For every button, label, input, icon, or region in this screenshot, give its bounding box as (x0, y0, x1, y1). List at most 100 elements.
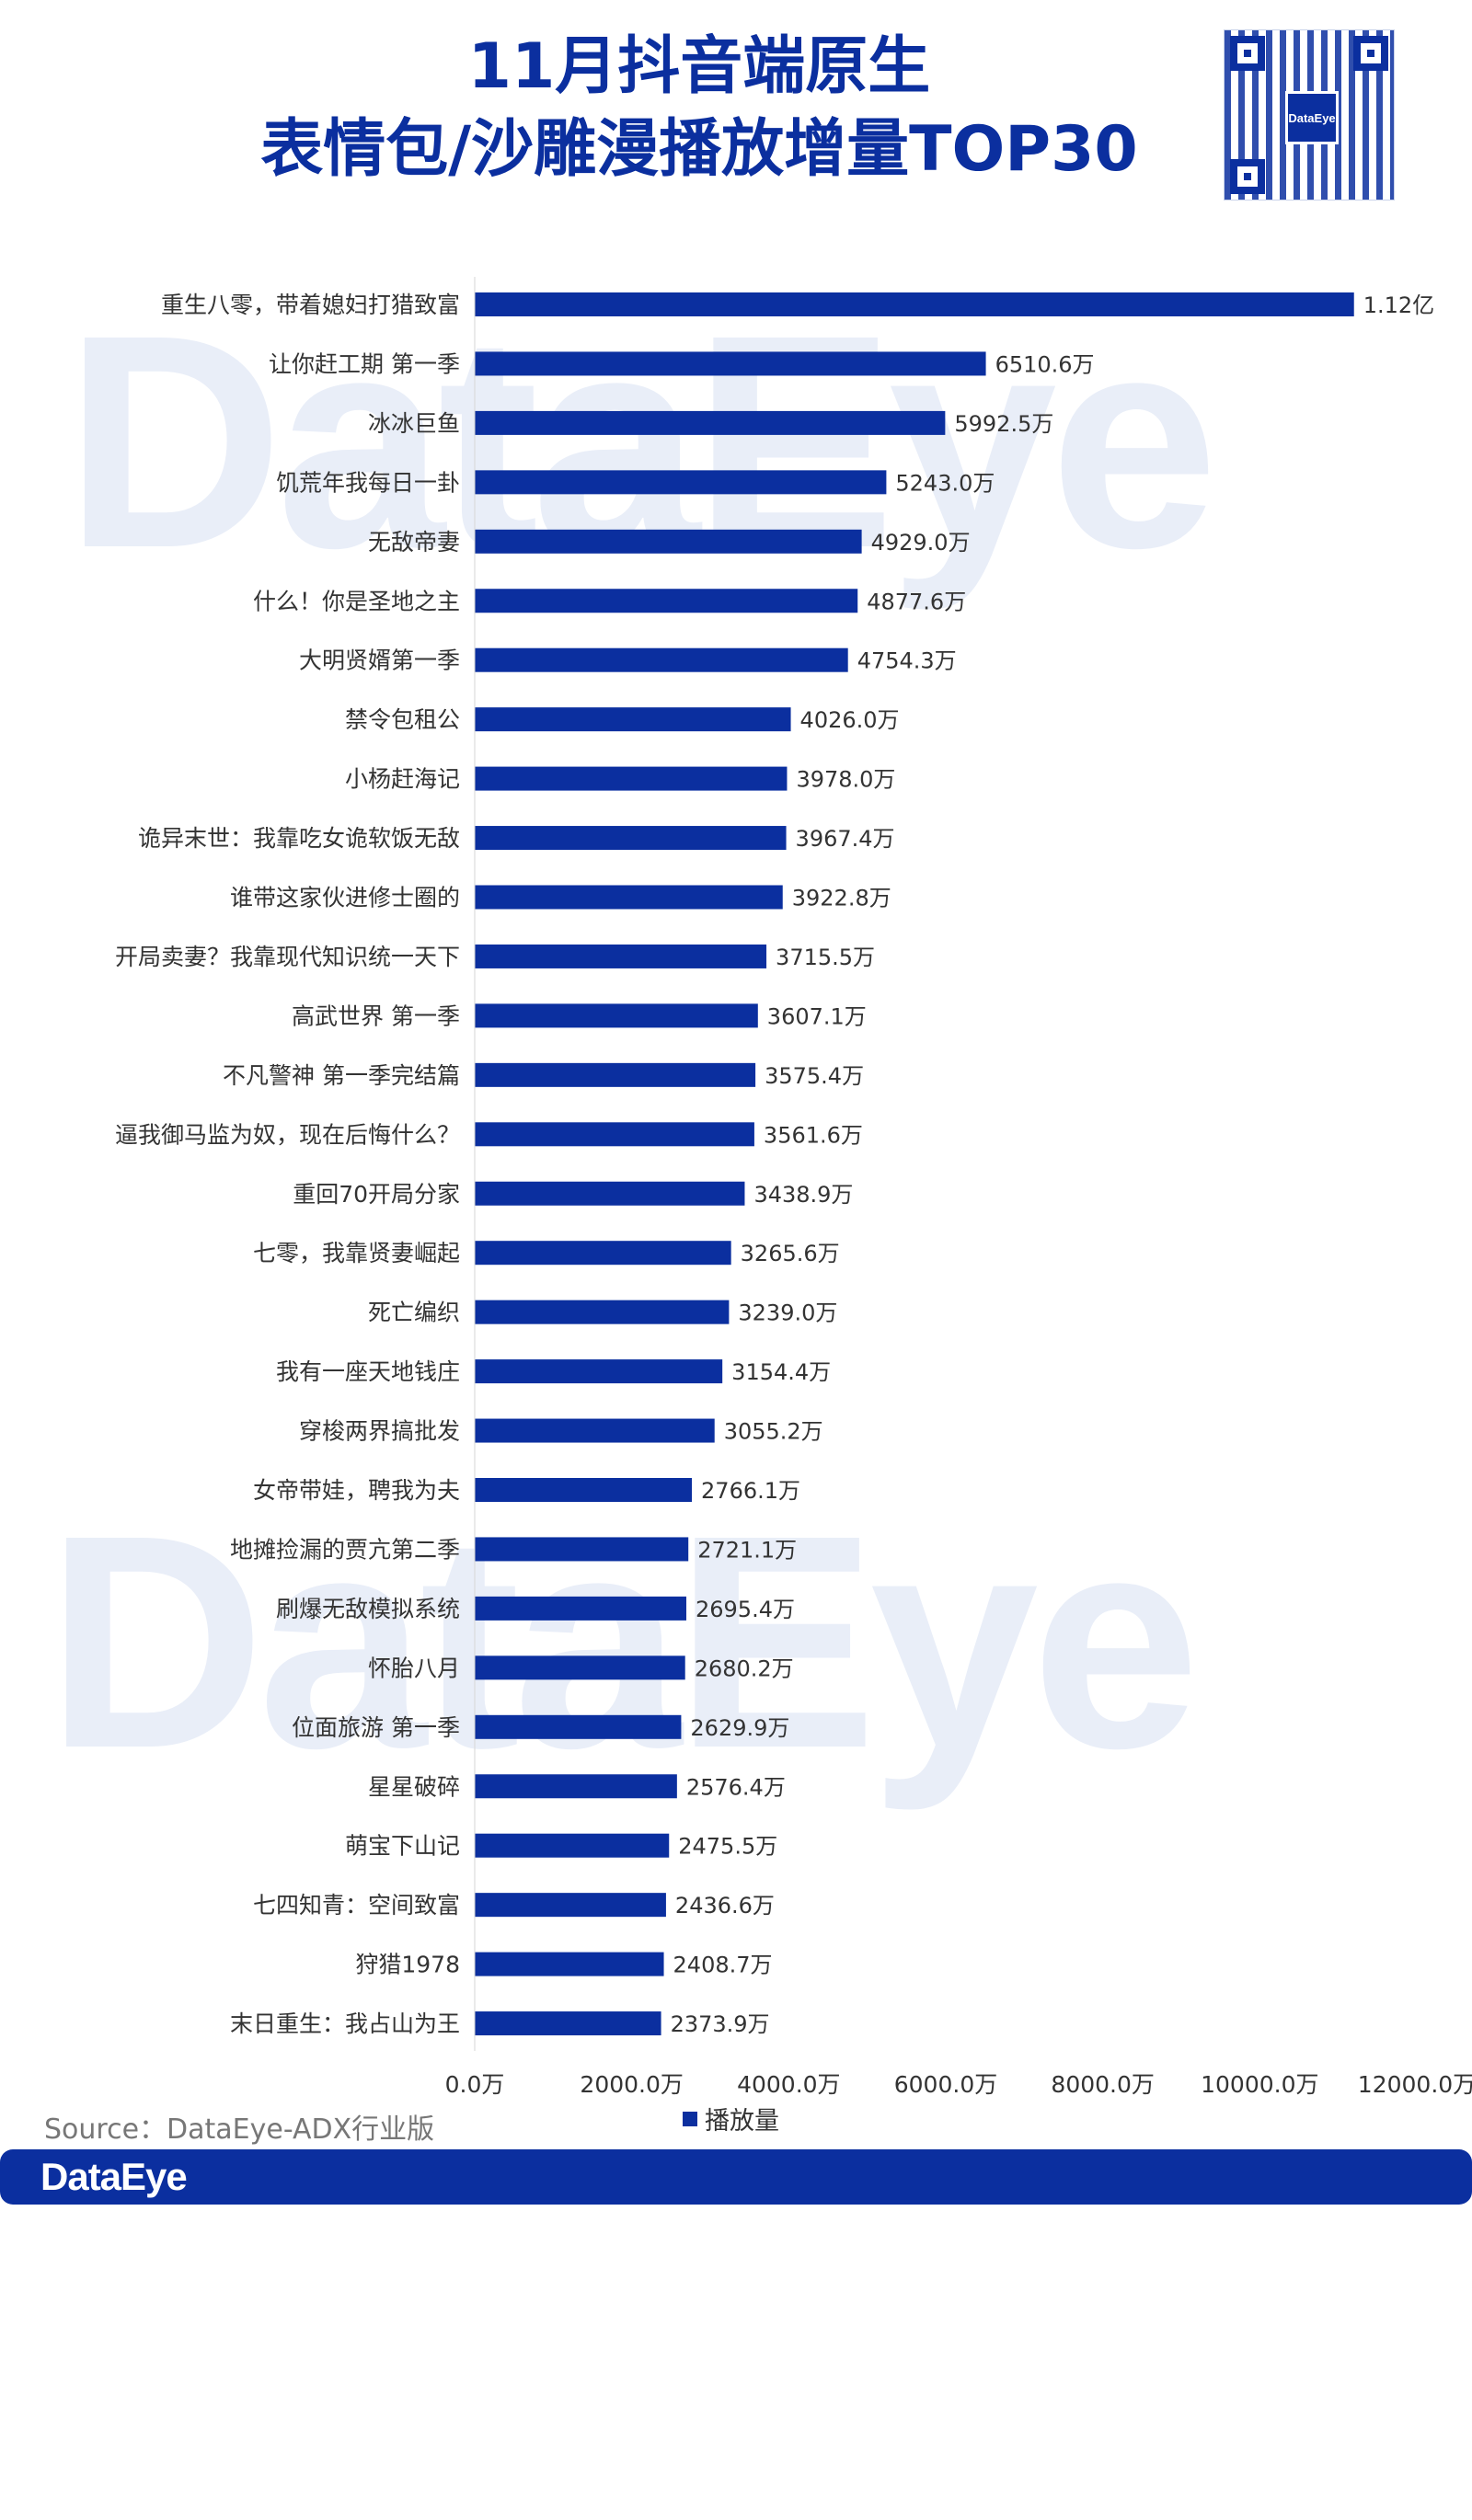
data-label: 4929.0万 (871, 530, 971, 556)
bar (475, 589, 858, 613)
data-label: 2629.9万 (690, 1715, 789, 1741)
qr-logo: DataEye (1285, 91, 1339, 144)
bar (475, 1359, 723, 1384)
data-label: 2373.9万 (671, 2011, 770, 2037)
category-label: 禁令包租公 (345, 706, 460, 733)
data-label: 4877.6万 (867, 589, 966, 614)
category-label: 小杨赶海记 (345, 766, 460, 793)
qr-finder-icon (1230, 36, 1265, 71)
bar (475, 529, 862, 554)
category-label: 七零，我靠贤妻崛起 (253, 1240, 460, 1266)
data-label: 2576.4万 (686, 1774, 786, 1800)
bar (475, 1418, 715, 1443)
category-label: 冰冰巨鱼 (368, 410, 460, 437)
bar (475, 1062, 756, 1087)
category-label: 刷爆无敌模拟系统 (276, 1596, 460, 1622)
data-label: 2766.1万 (701, 1478, 800, 1504)
category-label: 不凡警神 第一季完结篇 (223, 1062, 460, 1089)
category-label: 开局卖妻？我靠现代知识统一天下 (115, 944, 460, 970)
category-label: 萌宝下山记 (345, 1833, 460, 1860)
x-tick-label: 6000.0万 (894, 2071, 997, 2097)
bar (475, 1596, 687, 1621)
data-label: 3154.4万 (731, 1359, 831, 1385)
category-label: 什么！你是圣地之主 (253, 588, 460, 614)
bar (475, 944, 767, 968)
category-label: 死亡编织 (368, 1300, 460, 1326)
category-label: 重生八零，带着媳妇打猎致富 (161, 292, 460, 318)
data-label: 4026.0万 (800, 707, 900, 733)
footer-brand-logo: DataEye (40, 2155, 188, 2198)
category-label: 女帝带娃，聘我为夫 (253, 1477, 460, 1504)
bar (475, 1537, 689, 1562)
bar (475, 1181, 745, 1206)
data-label: 3438.9万 (753, 1182, 853, 1208)
data-label: 3922.8万 (792, 886, 891, 911)
bar (475, 1952, 664, 1976)
title-line-2: 表情包/沙雕漫播放增量TOP30 (260, 113, 1138, 186)
data-label: 2680.2万 (695, 1655, 794, 1681)
data-label: 1.12亿 (1363, 292, 1434, 318)
data-label: 3265.6万 (741, 1241, 840, 1266)
category-label: 穿梭两界搞批发 (299, 1418, 460, 1445)
data-label: 2408.7万 (673, 1953, 773, 1978)
data-label: 3715.5万 (776, 945, 875, 970)
data-label: 3575.4万 (765, 1063, 864, 1089)
category-label: 重回70开局分家 (293, 1181, 460, 1208)
data-label: 2436.6万 (675, 1893, 775, 1919)
data-label: 2721.1万 (697, 1537, 797, 1563)
category-label: 末日重生：我占山为王 (230, 2010, 460, 2037)
data-label: 3239.0万 (738, 1300, 837, 1326)
x-tick-label: 12000.0万 (1358, 2071, 1472, 2097)
data-label: 6510.6万 (995, 351, 1095, 377)
category-label: 无敌帝妻 (368, 529, 460, 556)
source-note: Source：DataEye-ADX行业版 (44, 2113, 435, 2146)
category-label: 地摊捡漏的贾亢第二季 (230, 1536, 460, 1563)
bar (475, 647, 848, 672)
bar (475, 1714, 682, 1739)
category-label: 逼我御马监为奴，现在后悔什么？ (115, 1121, 460, 1148)
x-tick-label: 0.0万 (445, 2071, 505, 2097)
data-label: 3978.0万 (796, 767, 895, 793)
bar (475, 1241, 731, 1266)
data-label: 3607.1万 (767, 1003, 867, 1029)
x-tick-label: 10000.0万 (1201, 2071, 1318, 2097)
bar (475, 470, 887, 495)
bar (475, 1893, 666, 1918)
legend-label: 播放量 (705, 2107, 779, 2136)
bar (475, 1833, 670, 1858)
bar (475, 2011, 661, 2036)
category-label: 大明贤婿第一季 (299, 647, 460, 674)
x-tick-label: 8000.0万 (1051, 2071, 1154, 2097)
bar (475, 1478, 693, 1502)
title-line-1: 11月抖音端原生 (467, 30, 931, 103)
data-label: 2695.4万 (696, 1597, 795, 1622)
bar (475, 707, 791, 732)
bar (475, 885, 783, 910)
footer-bar: DataEye (0, 2149, 1472, 2205)
bar (475, 766, 788, 791)
category-label: 我有一座天地钱庄 (276, 1358, 460, 1385)
bar (475, 1003, 758, 1028)
category-label: 饥荒年我每日一卦 (276, 469, 460, 496)
qr-code-icon[interactable]: DataEye (1224, 29, 1395, 200)
data-label: 5992.5万 (954, 411, 1053, 437)
category-label: 让你赶工期 第一季 (269, 350, 460, 377)
bar (475, 1122, 754, 1147)
bar (475, 826, 787, 851)
qr-finder-icon (1353, 36, 1388, 71)
data-label: 3055.2万 (724, 1419, 823, 1445)
data-label: 3561.6万 (764, 1122, 863, 1148)
legend-swatch (683, 2111, 697, 2126)
data-label: 2475.5万 (678, 1834, 777, 1860)
page-title: 11月抖音端原生 表情包/沙雕漫播放增量TOP30 (221, 26, 1178, 191)
bar (475, 1774, 677, 1799)
bar (475, 292, 1354, 316)
bar (475, 1300, 730, 1324)
bar (475, 410, 946, 435)
category-label: 位面旅游 第一季 (292, 1714, 460, 1741)
bar (475, 1655, 685, 1680)
category-label: 诡异末世：我靠吃女诡软饭无敌 (138, 825, 460, 852)
x-tick-label: 2000.0万 (580, 2071, 683, 2097)
bar (475, 351, 986, 376)
